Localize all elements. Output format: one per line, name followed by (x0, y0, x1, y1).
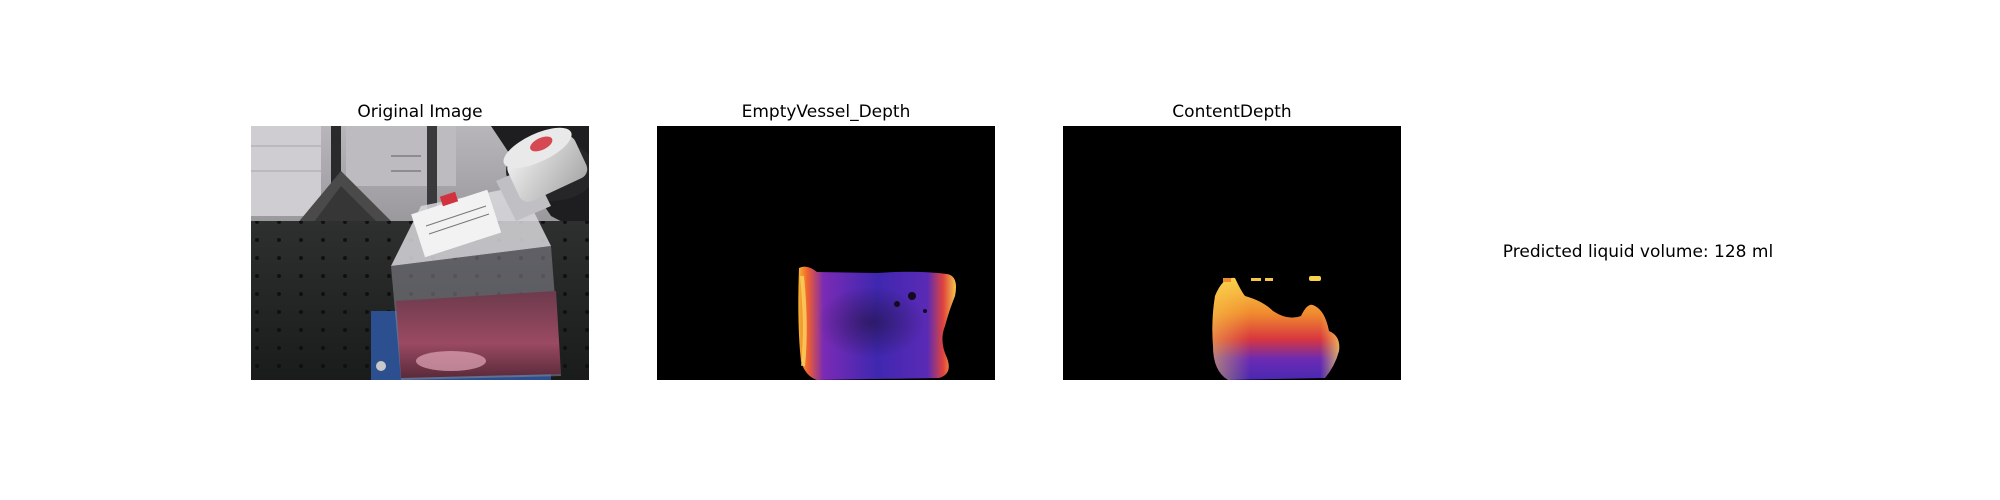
original-image-title: Original Image (357, 102, 483, 122)
original-image (251, 126, 589, 380)
original-image-panel: Original Image (251, 0, 589, 500)
content-depth-panel: ContentDepth (1063, 0, 1401, 500)
predicted-volume-text: Predicted liquid volume: 128 ml (1502, 242, 1774, 262)
empty-vessel-depth-map (657, 126, 995, 380)
empty-vessel-depth-image (657, 126, 995, 380)
original-image-photo (251, 126, 589, 380)
empty-vessel-depth-panel: EmptyVessel_Depth (657, 0, 995, 500)
content-depth-image (1063, 126, 1401, 380)
content-depth-title: ContentDepth (1172, 102, 1292, 122)
content-depth-map (1063, 126, 1401, 380)
empty-vessel-depth-title: EmptyVessel_Depth (741, 102, 911, 122)
